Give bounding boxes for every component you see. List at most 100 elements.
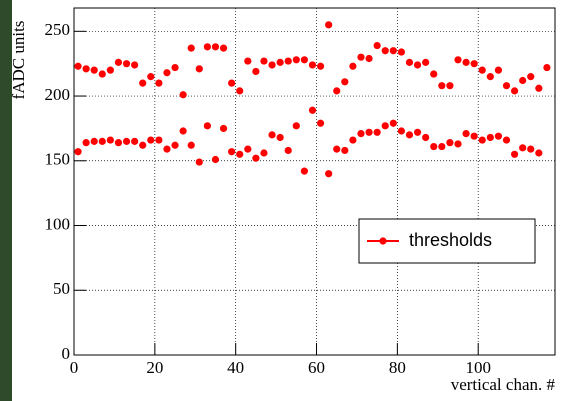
point xyxy=(139,141,147,149)
point xyxy=(163,69,171,77)
point xyxy=(389,119,397,127)
point xyxy=(527,145,535,153)
point xyxy=(462,129,470,138)
point xyxy=(446,139,454,147)
point xyxy=(510,150,519,158)
x-axis-label: vertical chan. # xyxy=(451,375,556,394)
point xyxy=(308,61,317,69)
point xyxy=(211,155,220,164)
x-tick-label: 20 xyxy=(146,358,163,377)
point xyxy=(300,56,308,64)
point xyxy=(422,58,430,66)
point xyxy=(276,58,284,66)
point xyxy=(114,58,123,66)
point xyxy=(276,133,284,142)
point xyxy=(438,142,446,151)
point xyxy=(381,122,389,130)
point xyxy=(122,60,131,68)
point xyxy=(381,47,389,55)
point xyxy=(333,87,341,95)
point xyxy=(413,61,422,69)
point xyxy=(244,145,252,153)
point xyxy=(139,79,147,87)
point xyxy=(478,66,486,74)
point xyxy=(260,149,268,157)
point xyxy=(114,139,123,147)
point xyxy=(284,57,292,65)
point xyxy=(454,56,462,64)
point xyxy=(219,124,228,133)
point xyxy=(397,48,406,56)
point xyxy=(341,78,349,86)
point xyxy=(90,66,98,74)
point xyxy=(325,170,333,178)
point xyxy=(219,44,228,52)
point xyxy=(147,136,155,144)
point xyxy=(268,131,276,139)
point xyxy=(349,136,357,144)
point xyxy=(98,137,106,145)
point xyxy=(349,62,357,70)
point xyxy=(502,136,511,144)
y-tick-label: 100 xyxy=(45,214,71,233)
point xyxy=(413,128,422,136)
point xyxy=(203,122,211,130)
point xyxy=(228,79,236,87)
point xyxy=(195,158,203,166)
point xyxy=(155,136,163,144)
point xyxy=(543,63,551,72)
point xyxy=(446,82,454,90)
point xyxy=(252,67,260,76)
point xyxy=(187,141,195,149)
point xyxy=(98,70,106,78)
y-tick-label: 250 xyxy=(45,20,71,39)
point xyxy=(454,140,462,148)
point xyxy=(535,149,543,157)
point xyxy=(430,70,438,78)
point xyxy=(82,65,90,73)
point xyxy=(292,56,300,64)
point xyxy=(74,148,82,156)
legend-label: thresholds xyxy=(409,230,492,250)
point xyxy=(373,128,381,136)
point xyxy=(236,150,244,158)
x-tick-label: 0 xyxy=(70,358,79,377)
point xyxy=(397,127,406,135)
x-tick-label: 60 xyxy=(308,358,325,377)
legend-marker xyxy=(379,237,387,245)
point xyxy=(74,62,82,70)
background-strip xyxy=(0,0,12,401)
point xyxy=(478,136,486,144)
point xyxy=(268,61,276,69)
point xyxy=(90,137,98,145)
point xyxy=(470,132,478,140)
point xyxy=(405,58,414,66)
y-axis-label: fADC units xyxy=(9,21,28,100)
point xyxy=(155,79,163,87)
point xyxy=(527,73,535,81)
point xyxy=(389,47,397,55)
x-tick-label: 80 xyxy=(389,358,406,377)
point xyxy=(171,141,179,149)
point xyxy=(106,136,114,144)
point xyxy=(486,133,494,142)
point xyxy=(252,154,260,162)
point xyxy=(131,61,139,69)
point xyxy=(211,43,220,51)
y-tick-label: 150 xyxy=(45,150,71,169)
point xyxy=(316,62,325,70)
point xyxy=(519,76,527,85)
point xyxy=(203,43,211,51)
point xyxy=(494,132,503,140)
point xyxy=(365,128,373,136)
point xyxy=(365,54,373,63)
y-tick-label: 0 xyxy=(62,344,71,363)
point xyxy=(502,82,511,90)
point xyxy=(535,84,543,92)
point xyxy=(82,139,90,147)
point xyxy=(405,131,414,139)
point xyxy=(122,137,131,145)
point xyxy=(131,137,139,145)
